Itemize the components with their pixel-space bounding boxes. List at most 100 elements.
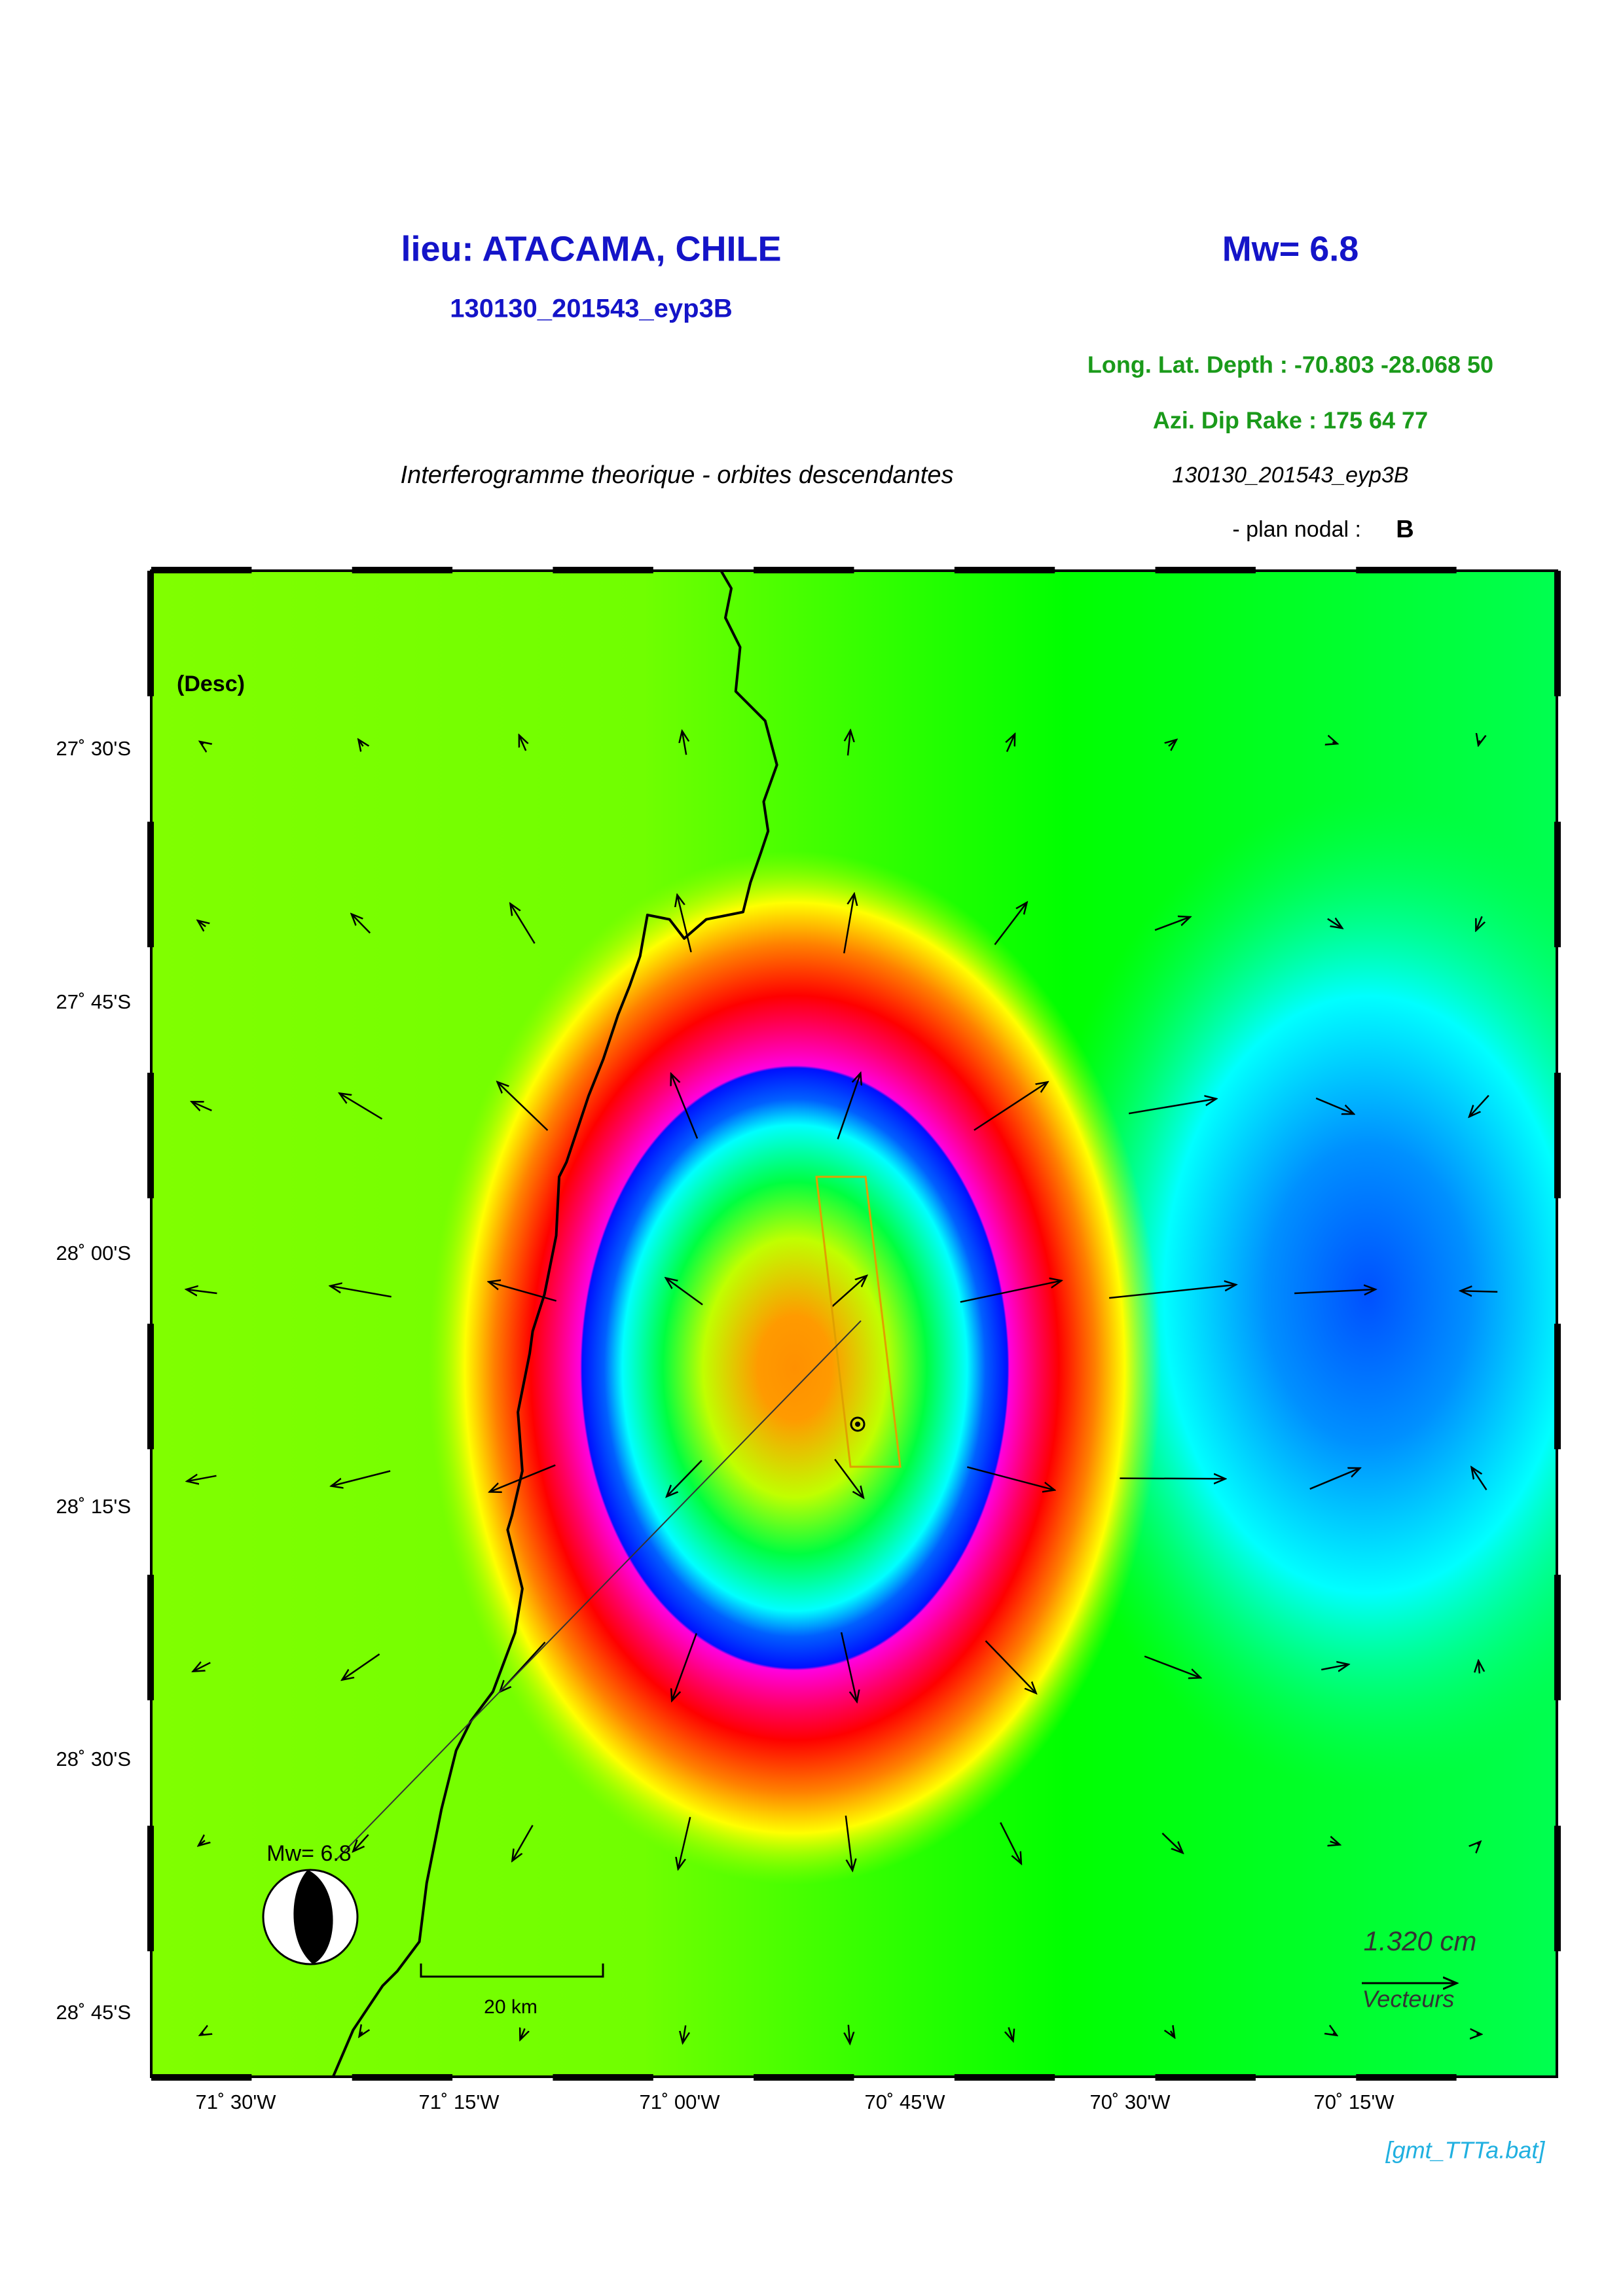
vector: [1154, 917, 1190, 931]
scale-bar: [420, 1964, 604, 1978]
vectors: [187, 730, 1498, 2044]
frame-segment: [754, 2074, 854, 2081]
vector: [666, 1278, 703, 1306]
beachball: [262, 1869, 359, 1965]
event-id: 130130_201543_eyp3B: [450, 295, 733, 323]
frame-segment: [352, 567, 453, 573]
vector: [342, 1653, 380, 1679]
vector: [200, 742, 204, 744]
frame-segment: [1554, 1073, 1561, 1198]
vector: [187, 1289, 217, 1293]
lobe-west: [428, 851, 1161, 1885]
vector: [1469, 1094, 1489, 1117]
scale-bar-label: 20 km: [484, 1996, 538, 2018]
vector: [1129, 1099, 1216, 1115]
magnitude: Mw= 6.8: [1222, 229, 1359, 268]
frame-segment: [1554, 1575, 1561, 1700]
y-tick-label: 28˚ 45'S: [56, 2001, 132, 2024]
vector: [193, 1662, 211, 1671]
vector: [677, 895, 692, 953]
fault-plane: [815, 1175, 902, 1468]
vector: [831, 1276, 867, 1308]
beachball-compression: [293, 1870, 333, 1964]
vector: [1478, 1842, 1481, 1845]
vector: [1294, 1289, 1376, 1293]
vector: [1169, 740, 1176, 746]
frame-segment: [1554, 1825, 1561, 1952]
vector: [1327, 919, 1342, 928]
coastline: [331, 571, 777, 2081]
profile-line: [335, 1320, 862, 1861]
vector: [967, 1466, 1054, 1490]
vector: [683, 2025, 685, 2043]
vector: [678, 1816, 691, 1869]
location: Long. Lat. Depth : -70.803 -28.068 50: [1087, 351, 1493, 378]
vector-label: Vecteurs: [1362, 1986, 1455, 2013]
y-tick-label: 28˚ 00'S: [56, 1242, 132, 1265]
vector: [682, 731, 686, 755]
vector: [672, 1633, 697, 1701]
vector: [1333, 2033, 1337, 2035]
interferogram: [151, 571, 1557, 2081]
frame-segment: [147, 1575, 154, 1700]
frame-segment: [151, 567, 252, 573]
vector: [198, 1840, 205, 1846]
frame-segment: [147, 821, 154, 948]
vector: [1309, 1468, 1360, 1490]
frame-segment: [147, 1323, 154, 1450]
vector: [1144, 1655, 1201, 1678]
frame-segment: [754, 567, 854, 573]
vector: [1321, 1664, 1349, 1670]
vector: [192, 1102, 212, 1111]
vector: [330, 1286, 392, 1298]
vector: [1478, 740, 1480, 745]
frame-segment: [1554, 1323, 1561, 1450]
vector: [1476, 916, 1482, 931]
vector: [1161, 1833, 1182, 1853]
x-tick-label: 71˚ 30'W: [195, 2090, 276, 2113]
title: lieu: ATACAMA, CHILE: [401, 229, 782, 268]
y-tick-label: 28˚ 15'S: [56, 1495, 132, 1518]
vector: [510, 904, 536, 944]
frame-segment: [954, 2074, 1055, 2081]
vector: [1007, 734, 1015, 753]
x-tick-label: 71˚ 00'W: [639, 2090, 720, 2113]
orbit-label: (Desc): [177, 672, 245, 696]
vector: [848, 730, 850, 756]
vector: [359, 2032, 363, 2036]
lobe-east: [1028, 797, 1557, 1792]
vector: [848, 2024, 850, 2044]
vector: [960, 1281, 1061, 1303]
vector: [488, 1282, 556, 1302]
vector: [994, 903, 1027, 945]
y-tick-label: 27˚ 30'S: [56, 737, 132, 760]
x-tick-label: 70˚ 30'W: [1089, 2090, 1171, 2113]
event-id-italic: 130130_201543_eyp3B: [1172, 463, 1408, 488]
frame-segment: [1155, 567, 1256, 573]
frame-ticks: [147, 567, 1561, 2081]
vector: [519, 735, 526, 751]
nodal-plane: B: [1396, 516, 1413, 543]
vector: [520, 2028, 524, 2039]
frame-segment: [954, 567, 1055, 573]
frame-segment: [553, 567, 653, 573]
vector: [1461, 1291, 1498, 1292]
vector-scale: 1.320 cm: [1364, 1926, 1477, 1956]
vector: [1332, 742, 1337, 744]
vector: [200, 2034, 203, 2036]
vector: [1000, 1821, 1021, 1864]
x-tick-label: 71˚ 15'W: [418, 2090, 500, 2113]
vector: [1330, 1841, 1340, 1844]
x-tick-label: 70˚ 45'W: [864, 2090, 945, 2113]
footer: [gmt_TTTa.bat]: [1385, 2137, 1546, 2164]
frame-segment: [147, 1825, 154, 1952]
beachball-label: Mw= 6.8: [266, 1841, 351, 1866]
vector: [845, 1816, 852, 1871]
frame-segment: [151, 2074, 252, 2081]
vector: [666, 1460, 702, 1496]
frame-segment: [1554, 571, 1561, 696]
vector: [1171, 2031, 1175, 2037]
vector: [1478, 1660, 1480, 1674]
vector: [840, 1632, 857, 1702]
